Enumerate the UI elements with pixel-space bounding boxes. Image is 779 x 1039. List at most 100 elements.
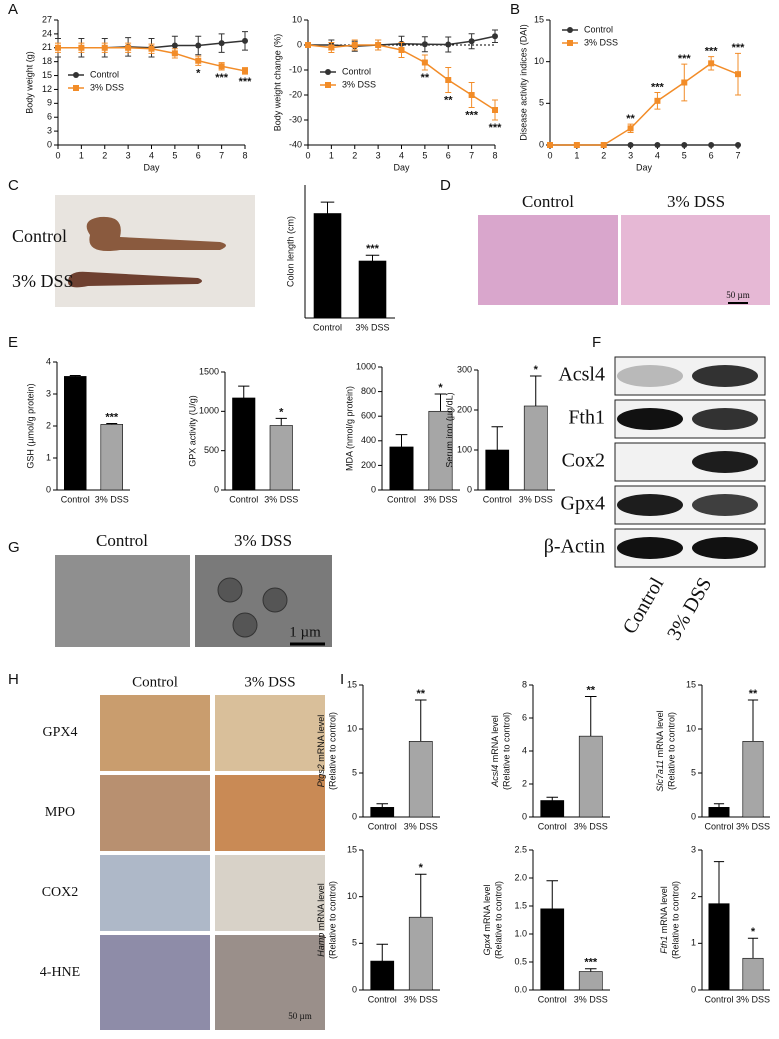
- y-tick-label: 15: [347, 844, 357, 854]
- significance: ***: [678, 53, 692, 65]
- marker: [421, 59, 428, 66]
- x-tick-label: 7: [469, 150, 474, 160]
- y-tick-label: 0: [691, 811, 696, 821]
- bar: [540, 800, 565, 818]
- marker: [171, 50, 178, 57]
- x-tick-label: Control: [538, 821, 567, 831]
- bar: [742, 741, 764, 818]
- column-label: Control: [619, 573, 669, 637]
- marker: [125, 44, 132, 51]
- y-axis-label-note: (Relative to control): [666, 712, 676, 790]
- error-bar: [747, 699, 759, 742]
- error-bar: [434, 393, 447, 412]
- bar: [578, 735, 603, 818]
- legend-label: 3% DSS: [342, 79, 376, 89]
- marker: [492, 107, 498, 113]
- y-tick-label: 0: [371, 484, 376, 494]
- significance: **: [626, 113, 635, 125]
- y-tick-label: 2.0: [514, 872, 527, 882]
- ihc-image: [215, 695, 325, 771]
- photo: [55, 195, 255, 307]
- row-label: Control: [12, 226, 67, 246]
- gene-name: Hamp: [316, 933, 326, 957]
- marker: [735, 142, 741, 148]
- marker: [148, 45, 155, 52]
- error-bar: [275, 417, 287, 426]
- bar: [578, 971, 603, 991]
- error-bar: [529, 375, 542, 406]
- y-axis-label: Disease activity indices (DAI): [518, 24, 528, 141]
- y-tick-label: 1.0: [514, 928, 527, 938]
- histology-image: [478, 215, 618, 305]
- y-axis-label: Body weight change (%): [272, 34, 282, 132]
- marker: [708, 60, 715, 67]
- error-bar: [238, 385, 250, 398]
- blot-band: [692, 494, 758, 516]
- legend-marker: [567, 27, 573, 33]
- x-tick-label: 7: [735, 150, 740, 160]
- column-label: 3% DSS: [244, 674, 295, 690]
- x-tick-label: 5: [422, 150, 427, 160]
- row-label: 4-HNE: [40, 965, 80, 980]
- y-tick-label: 0: [352, 984, 357, 994]
- x-tick-label: 4: [655, 150, 660, 160]
- y-axis-label: Slc7a11 mRNA level: [655, 710, 665, 791]
- significance: ***: [489, 122, 503, 134]
- ihc-image: [100, 855, 210, 931]
- x-tick-label: 7: [219, 150, 224, 160]
- y-tick-label: 10: [686, 723, 696, 733]
- marker: [351, 42, 358, 48]
- y-axis-label: Acsl4 mRNA level: [490, 715, 500, 788]
- row-label: Fth1: [568, 407, 605, 429]
- y-axis-label-note: (Relative to control): [501, 712, 511, 790]
- marker: [78, 44, 85, 51]
- ihc-image: [215, 935, 325, 1030]
- y-tick-label: 100: [457, 444, 472, 454]
- y-tick-label: 0: [297, 39, 302, 49]
- x-tick-label: Control: [61, 494, 90, 504]
- y-tick-label: 5: [352, 938, 357, 948]
- x-tick-label: 5: [172, 150, 177, 160]
- marker: [654, 142, 661, 148]
- marker: [654, 97, 661, 104]
- error-bar: [376, 943, 389, 962]
- tem-image: [55, 555, 190, 647]
- marker: [468, 92, 475, 98]
- bar: [358, 260, 387, 319]
- row-label: Gpx4: [561, 493, 605, 515]
- y-tick-label: 1: [691, 938, 696, 948]
- significance: **: [749, 688, 758, 700]
- y-axis-label: Colon length (cm): [285, 216, 295, 287]
- y-tick-label: -20: [289, 89, 302, 99]
- marker: [681, 142, 688, 148]
- y-tick-label: 200: [361, 460, 376, 470]
- y-tick-label: 0: [352, 811, 357, 821]
- y-tick-label: 1000: [199, 406, 219, 416]
- marker: [445, 77, 452, 83]
- y-tick-label: 15: [534, 14, 544, 24]
- significance: ***: [465, 109, 479, 121]
- marker: [328, 44, 335, 51]
- legend-label: Control: [342, 66, 371, 76]
- y-tick-label: 5: [539, 98, 544, 108]
- x-tick-label: Control: [313, 322, 342, 332]
- legend-marker: [73, 72, 79, 78]
- scale-label: 50 µm: [288, 1011, 311, 1021]
- x-tick-label: 0: [305, 150, 310, 160]
- y-tick-label: 18: [42, 56, 52, 66]
- y-tick-label: 15: [347, 679, 357, 689]
- y-tick-label: 800: [361, 386, 376, 396]
- y-tick-label: 21: [42, 42, 52, 52]
- panel-letter: I: [340, 671, 344, 688]
- bar: [408, 741, 433, 818]
- y-axis-label-text: mRNA level: [655, 710, 665, 760]
- gene-name: Gpx4: [482, 934, 492, 956]
- marker: [681, 79, 688, 86]
- x-tick-label: 2: [352, 150, 357, 160]
- bar: [370, 807, 395, 818]
- y-tick-label: 0: [214, 484, 219, 494]
- y-tick-label: 0: [522, 811, 527, 821]
- y-axis-label: Fth1 mRNA level: [659, 886, 669, 954]
- legend-label: Control: [90, 69, 119, 79]
- ihc-image: [215, 775, 325, 851]
